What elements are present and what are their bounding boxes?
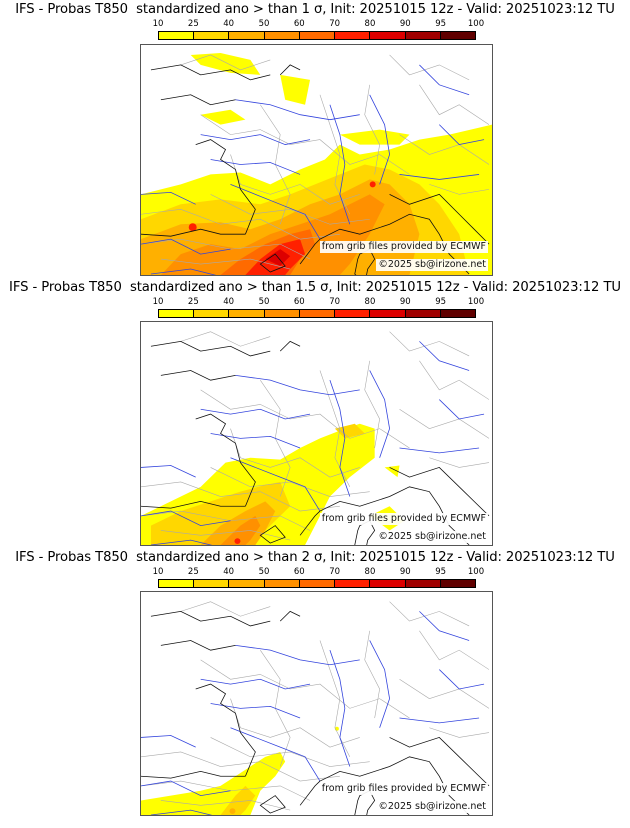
colorbar-tick: 90 [399,19,411,29]
colorbar-segment-25-40 [194,580,230,587]
colorbar-tick: 50 [258,567,270,577]
colorbar-tick: 70 [329,567,341,577]
prob-spot-70 [188,223,197,232]
prob-area-10 [384,465,400,478]
colorbar-segment-25-40 [194,32,230,39]
colorbar-ticks: 10 25 40 50 60 70 80 90 95 100 [153,567,485,577]
colorbar-tick: 70 [329,297,341,307]
colorbar-tick: 10 [152,567,164,577]
colorbar-tick: 40 [223,567,235,577]
colorbar-tick: 60 [293,297,305,307]
colorbar [158,31,476,40]
colorbar-tick: 60 [293,19,305,29]
colorbar-tick: 95 [435,297,447,307]
colorbar-segment-95-100 [440,32,475,39]
colorbar-tick: 40 [223,297,235,307]
colorbar-segment-70-80 [335,32,371,39]
colorbar-tick: 100 [467,297,485,307]
colorbar-segment-60-70 [299,580,336,587]
colorbar-tick: 95 [435,19,447,29]
colorbar-segment-60-70 [299,32,336,39]
colorbar-tick: 90 [399,297,411,307]
colorbar-segment-40-50 [229,32,265,39]
probability-map: from grib files provided by ECMWF ©2025 … [140,321,493,546]
colorbar-tick: 60 [293,567,305,577]
colorbar-tick: 10 [152,19,164,29]
colorbar-segment-80-90 [370,310,406,317]
colorbar-segment-60-70 [299,310,336,317]
colorbar-ticks: 10 25 40 50 60 70 80 90 95 100 [153,19,485,29]
colorbar-segment-90-95 [405,32,441,39]
probability-map: from grib files provided by ECMWF ©2025 … [140,591,493,816]
chart-title: IFS - Probas T850 standardized ano > tha… [9,280,621,295]
colorbar-segment-25-40 [194,310,230,317]
colorbar-tick: 90 [399,567,411,577]
colorbar-tick: 80 [364,297,376,307]
prob-spot-70 [369,181,376,188]
chart-title: IFS - Probas T850 standardized ano > tha… [15,550,615,565]
colorbar-segment-10-25 [159,580,195,587]
colorbar-segment-80-90 [370,580,406,587]
colorbar-segment-95-100 [440,580,475,587]
prob-area-40 [200,501,276,545]
colorbar-tick: 100 [467,19,485,29]
colorbar-segment-95-100 [440,310,475,317]
colorbar-tick: 25 [187,567,199,577]
copyright-credit: ©2025 sb@irizone.net [376,259,488,271]
colorbar-segment-50-60 [264,32,300,39]
prob-area-10 [339,129,410,145]
prob-area-10 [190,52,261,75]
colorbar-tick: 80 [364,19,376,29]
prob-spot-60 [234,538,241,545]
prob-area-50 [220,515,261,545]
colorbar-tick: 40 [223,19,235,29]
prob-area-10 [200,109,246,125]
colorbar-tick: 50 [258,19,270,29]
colorbar-segment-50-60 [264,580,300,587]
colorbar-segment-10-25 [159,310,195,317]
colorbar-tick: 70 [329,19,341,29]
colorbar-segment-10-25 [159,32,195,39]
colorbar-segment-70-80 [335,580,371,587]
colorbar-tick: 25 [187,19,199,29]
copyright-credit: ©2025 sb@irizone.net [376,801,488,813]
colorbar-segment-90-95 [405,310,441,317]
colorbar-ticks: 10 25 40 50 60 70 80 90 95 100 [153,297,485,307]
colorbar-segment-40-50 [229,580,265,587]
colorbar-segment-70-80 [335,310,371,317]
prob-area-25 [220,785,256,815]
data-source-credit: from grib files provided by ECMWF [319,783,488,795]
colorbar-segment-80-90 [370,32,406,39]
data-source-credit: from grib files provided by ECMWF [319,513,488,525]
prob-area-50 [160,194,385,275]
colorbar-tick: 80 [364,567,376,577]
prob-spot-40 [229,808,236,815]
colorbar-tick: 100 [467,567,485,577]
colorbar-segment-90-95 [405,580,441,587]
colorbar [158,579,476,588]
colorbar-segment-50-60 [264,310,300,317]
prob-area-25 [334,423,365,439]
colorbar-tick: 25 [187,297,199,307]
data-source-credit: from grib files provided by ECMWF [319,241,488,253]
colorbar-tick: 10 [152,297,164,307]
colorbar-segment-40-50 [229,310,265,317]
map-canvas [141,601,490,815]
colorbar-tick: 50 [258,297,270,307]
chart-title: IFS - Probas T850 standardized ano > tha… [15,2,615,17]
colorbar-tick: 95 [435,567,447,577]
map-canvas [141,331,490,545]
copyright-credit: ©2025 sb@irizone.net [376,531,488,543]
prob-area-10 [280,74,311,105]
colorbar [158,309,476,318]
probability-map: from grib files provided by ECMWF ©2025 … [140,44,493,276]
